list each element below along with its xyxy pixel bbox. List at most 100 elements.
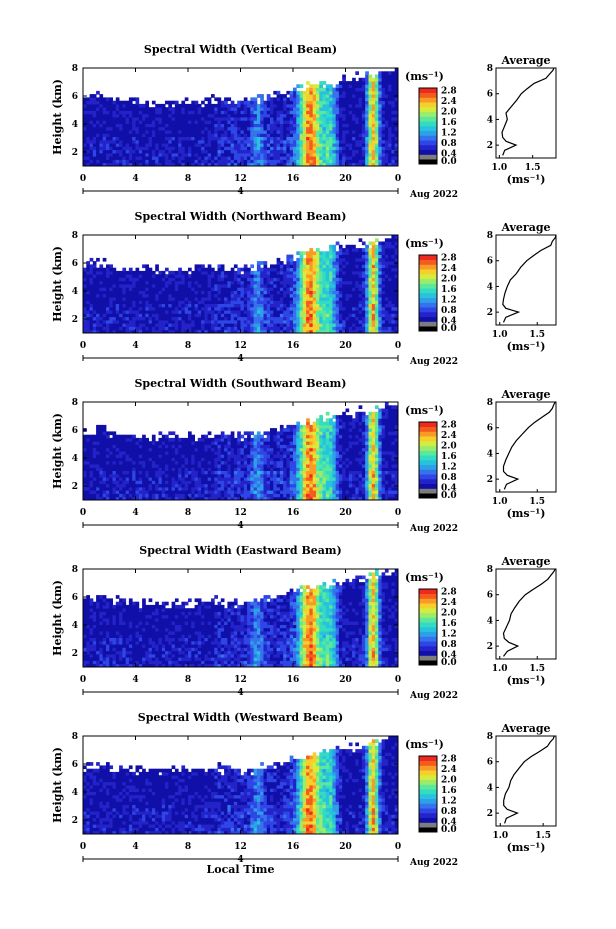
heatmap-cell	[286, 303, 291, 308]
heatmap-cell	[119, 123, 123, 128]
heatmap-cell	[391, 261, 396, 265]
heatmap-cell	[89, 117, 94, 121]
heatmap-cell	[106, 130, 110, 134]
heatmap-cell	[158, 329, 163, 334]
heatmap-cell	[319, 274, 323, 278]
heatmap-cell	[115, 159, 120, 164]
heatmap-cell	[165, 274, 169, 278]
heatmap-cell	[224, 146, 228, 151]
heatmap-cell	[106, 437, 110, 442]
heatmap-cell	[181, 117, 186, 121]
heatmap-cell	[325, 297, 330, 301]
heatmap-cell	[102, 107, 107, 111]
heatmap-cell	[102, 156, 107, 160]
heatmap-cell	[302, 100, 307, 105]
heatmap-cell	[171, 113, 176, 118]
heatmap-cell	[289, 103, 294, 108]
heatmap-cell	[289, 310, 294, 314]
heatmap-cell	[132, 130, 136, 134]
heatmap-cell	[355, 293, 359, 298]
heatmap-cell	[83, 123, 87, 128]
heatmap-cell	[345, 310, 350, 314]
heatmap-cell	[352, 287, 356, 291]
heatmap-cell	[371, 97, 376, 102]
heatmap-cell	[112, 454, 117, 458]
heatmap-cell	[217, 316, 222, 321]
heatmap-cell	[375, 113, 379, 118]
heatmap-cell	[201, 264, 205, 269]
heatmap-cell	[322, 267, 327, 272]
heatmap-cell	[263, 162, 268, 167]
heatmap-cell	[151, 329, 156, 334]
heatmap-cell	[286, 152, 291, 157]
heatmap-cell	[106, 297, 110, 301]
heatmap-cell	[368, 84, 373, 88]
heatmap-cell	[293, 126, 297, 131]
heatmap-cell	[115, 467, 120, 471]
heatmap-cell	[201, 329, 205, 334]
x-tick-label: 8	[185, 174, 191, 184]
heatmap-cell	[394, 87, 399, 92]
heatmap-cell	[378, 146, 382, 151]
heatmap-cell	[342, 97, 346, 102]
heatmap-cell	[306, 310, 310, 314]
heatmap-cell	[273, 264, 277, 269]
heatmap-cell	[201, 136, 205, 141]
heatmap-cell	[384, 274, 389, 278]
heatmap-cell	[207, 319, 212, 324]
heatmap-cell	[115, 110, 120, 115]
heatmap-cell	[83, 130, 87, 134]
heatmap-cell	[325, 130, 330, 134]
heatmap-cell	[266, 159, 271, 164]
heatmap-cell	[361, 123, 366, 128]
heatmap-cell	[220, 107, 225, 111]
heatmap-cell	[102, 126, 107, 131]
heatmap-cell	[352, 126, 356, 131]
heatmap-cell	[125, 306, 130, 311]
heatmap-cell	[89, 136, 94, 141]
heatmap-cell	[371, 130, 376, 134]
heatmap-cell	[299, 117, 304, 121]
heatmap-cell	[332, 316, 337, 321]
heatmap-cell	[171, 319, 176, 324]
heatmap-cell	[197, 120, 202, 124]
heatmap-cell	[276, 107, 281, 111]
heatmap-cell	[388, 81, 392, 85]
heatmap-cell	[155, 293, 159, 298]
heatmap-cell	[306, 287, 310, 291]
heatmap-cell	[89, 483, 94, 488]
heatmap-cell	[361, 100, 366, 105]
heatmap-cell	[247, 110, 251, 115]
heatmap-cell	[388, 87, 392, 92]
heatmap-cell	[171, 293, 176, 298]
heatmap-cell	[135, 457, 140, 462]
heatmap-cell	[119, 451, 123, 455]
heatmap-cell	[270, 117, 274, 121]
heatmap-cell	[335, 120, 340, 124]
heatmap-cell	[197, 143, 202, 147]
heatmap-cell	[135, 467, 140, 471]
heatmap-cell	[168, 143, 172, 147]
heatmap-cell	[92, 130, 97, 134]
heatmap-cell	[375, 300, 379, 304]
heatmap-cell	[168, 300, 172, 304]
heatmap-cell	[237, 313, 241, 318]
heatmap-cell	[299, 274, 304, 278]
heatmap-cell	[158, 493, 163, 498]
heatmap-cell	[329, 316, 333, 321]
heatmap-cell	[151, 120, 156, 124]
heatmap-cell	[102, 319, 107, 324]
heatmap-cell	[263, 274, 268, 278]
heatmap-cell	[132, 287, 136, 291]
heatmap-cell	[135, 274, 140, 278]
heatmap-cell	[335, 264, 340, 269]
heatmap-cell	[214, 103, 218, 108]
heatmap-cell	[178, 162, 182, 167]
heatmap-cell	[375, 244, 379, 249]
heatmap-cell	[155, 274, 159, 278]
heatmap-cell	[361, 287, 366, 291]
heatmap-cell	[289, 329, 294, 334]
heatmap-cell	[132, 326, 136, 331]
heatmap-cell	[302, 270, 307, 275]
heatmap-cell	[168, 274, 172, 278]
